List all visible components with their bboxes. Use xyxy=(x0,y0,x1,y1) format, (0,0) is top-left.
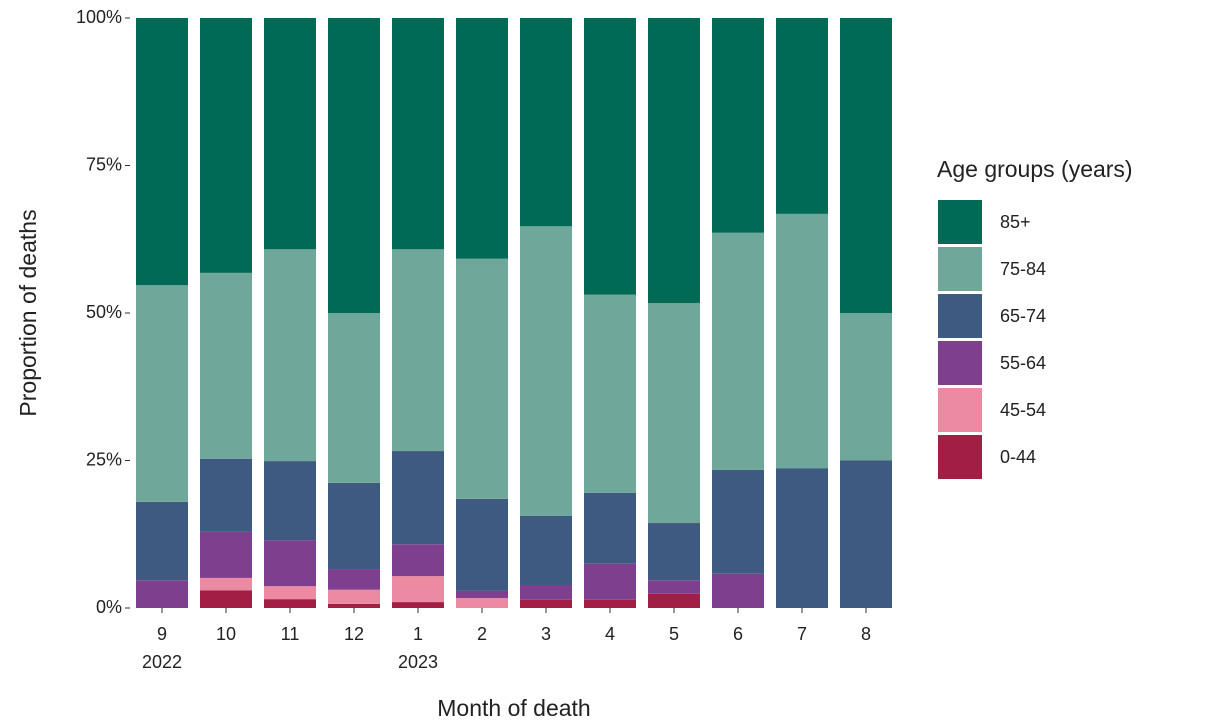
y-axis-title: Proportion of deaths xyxy=(15,209,41,416)
x-sublabel: 2022 xyxy=(142,652,182,672)
bar-segment xyxy=(456,498,508,591)
bar-segment xyxy=(328,18,380,313)
bar-segment xyxy=(328,569,380,590)
bar-segment xyxy=(136,580,188,608)
bar-segment xyxy=(200,531,252,578)
x-tick-label: 3 xyxy=(541,624,551,644)
y-tick-label: 0% xyxy=(96,597,122,617)
bar-segment xyxy=(136,285,188,502)
bar-segment xyxy=(328,313,380,483)
bar-segment xyxy=(200,458,252,532)
bar-segment xyxy=(456,258,508,499)
legend-swatch xyxy=(938,200,982,244)
x-tick-label: 4 xyxy=(605,624,615,644)
x-tick-label: 11 xyxy=(281,624,300,644)
bar-segment xyxy=(584,563,636,600)
legend-label: 55-64 xyxy=(1000,353,1046,373)
bar-segment xyxy=(840,460,892,608)
bar-segment xyxy=(200,590,252,608)
legend-swatch xyxy=(938,247,982,291)
bar-segment xyxy=(712,18,764,233)
bar-segment xyxy=(264,249,316,462)
y-tick-label: 50% xyxy=(86,302,122,322)
bar-segment xyxy=(136,18,188,286)
y-tick-label: 75% xyxy=(86,154,122,174)
bar-segment xyxy=(264,599,316,608)
bar-segment xyxy=(584,294,636,493)
x-tick-label: 1 xyxy=(413,624,423,644)
bar-segment xyxy=(648,593,700,608)
bar-segment xyxy=(776,18,828,214)
bar-segment xyxy=(328,603,380,608)
bar-segment xyxy=(456,597,508,608)
bar-segment xyxy=(648,580,700,594)
bar-segment xyxy=(200,18,252,273)
x-tick-label: 2 xyxy=(477,624,487,644)
bar-segment xyxy=(264,540,316,587)
x-tick-label: 8 xyxy=(861,624,871,644)
bar-segment xyxy=(648,18,700,303)
bar-segment xyxy=(264,18,316,250)
bar-segment xyxy=(584,18,636,295)
legend-swatch xyxy=(938,341,982,385)
bar-segment xyxy=(776,468,828,608)
bar-segment xyxy=(264,461,316,541)
legend-label: 0-44 xyxy=(1000,447,1036,467)
bar-segment xyxy=(584,492,636,564)
bar-segment xyxy=(456,590,508,598)
bar-segment xyxy=(712,469,764,574)
legend-label: 65-74 xyxy=(1000,306,1046,326)
x-tick-label: 6 xyxy=(733,624,743,644)
bar-segment xyxy=(520,515,572,585)
legend-swatch xyxy=(938,294,982,338)
bar-segment xyxy=(328,589,380,604)
bar-segment xyxy=(712,573,764,608)
bar-segment xyxy=(392,451,444,545)
legend-title: Age groups (years) xyxy=(937,156,1133,182)
bar-segment xyxy=(520,599,572,608)
bar-segment xyxy=(264,586,316,600)
y-tick-label: 100% xyxy=(76,7,122,27)
x-tick-label: 12 xyxy=(344,624,364,644)
bar-segment xyxy=(520,226,572,516)
bar-segment xyxy=(392,18,444,250)
x-tick-label: 10 xyxy=(216,624,236,644)
legend-label: 45-54 xyxy=(1000,400,1046,420)
x-sublabel: 2023 xyxy=(398,652,438,672)
bar-segment xyxy=(648,523,700,581)
bar-segment xyxy=(136,501,188,581)
bar-segment xyxy=(712,232,764,470)
x-tick-label: 9 xyxy=(157,624,167,644)
bar-segment xyxy=(840,18,892,313)
bar-segment xyxy=(840,313,892,461)
legend-swatch xyxy=(938,435,982,479)
bar-segment xyxy=(392,249,444,452)
bar-segment xyxy=(776,213,828,469)
bar-segment xyxy=(392,602,444,608)
x-tick-label: 7 xyxy=(797,624,807,644)
legend-swatch xyxy=(938,388,982,432)
bar-segment xyxy=(520,18,572,227)
bar-segment xyxy=(520,584,572,600)
bar-segment xyxy=(200,577,252,591)
bar-segment xyxy=(584,599,636,608)
y-tick-label: 25% xyxy=(86,449,122,469)
bar-segment xyxy=(456,18,508,259)
x-axis-title: Month of death xyxy=(437,695,590,721)
bar-segment xyxy=(392,576,444,603)
bar-segment xyxy=(200,272,252,459)
x-tick-label: 5 xyxy=(669,624,679,644)
legend-label: 75-84 xyxy=(1000,259,1046,279)
bar-segment xyxy=(392,544,444,577)
bar-segment xyxy=(648,302,700,524)
bar-segment xyxy=(328,482,380,570)
legend-label: 85+ xyxy=(1000,212,1031,232)
